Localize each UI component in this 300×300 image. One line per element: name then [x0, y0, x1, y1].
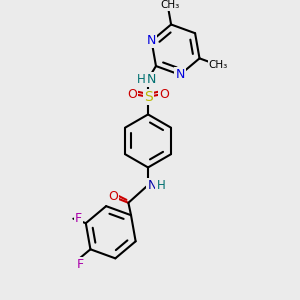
Text: N: N [146, 73, 156, 85]
Text: H: H [156, 178, 165, 192]
Text: O: O [128, 88, 137, 101]
Text: N: N [147, 178, 157, 192]
Text: F: F [75, 212, 82, 225]
Text: F: F [77, 258, 84, 271]
Text: CH₃: CH₃ [208, 60, 228, 70]
Text: O: O [159, 88, 169, 101]
Text: H: H [137, 73, 146, 85]
Text: CH₃: CH₃ [160, 0, 179, 10]
Text: N: N [175, 68, 184, 81]
Text: S: S [144, 90, 152, 104]
Text: O: O [108, 190, 118, 203]
Text: N: N [147, 34, 156, 47]
